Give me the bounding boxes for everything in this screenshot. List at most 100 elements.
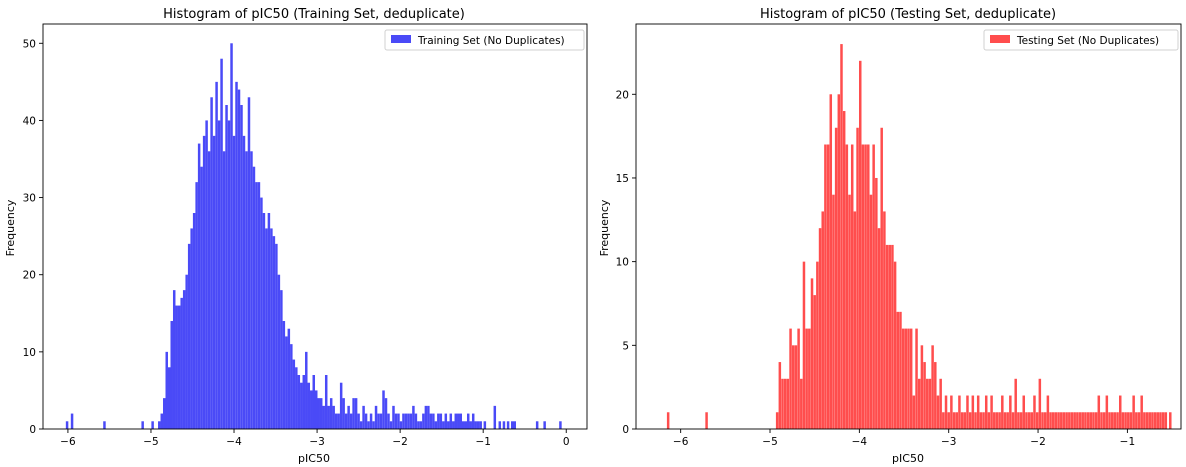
testing-bar [877,228,881,429]
testing-bar [1116,412,1119,429]
training-bar [250,151,253,430]
testing-bar [1159,412,1162,429]
testing-bar [826,144,830,429]
training-bar [329,398,333,429]
training-bar [285,336,288,429]
training-bar [282,321,286,429]
testing-bar [1145,412,1149,429]
testing-bar [920,345,924,429]
testing-bar [1065,412,1068,429]
training-bar [394,413,398,429]
training-bar [422,413,425,429]
testing-bar [979,412,983,429]
training-bar [444,413,448,429]
training-bar [387,413,390,429]
training-bar [207,151,211,430]
training-histogram-panel: Histogram of pIC50 (Training Set, dedupl… [4,7,588,465]
training-bar [297,375,301,429]
testing-bar [1156,412,1160,429]
testing-bar [952,412,956,429]
training-bar [332,405,335,429]
training-bar [220,58,223,430]
training-y-tick-label: 10 [23,347,36,359]
testing-bar [837,94,841,429]
testing-bar [1070,412,1074,429]
training-bar [272,236,276,429]
testing-bar [1068,412,1071,429]
training-bar [419,421,423,429]
training-bar [322,405,325,429]
training-y-ticks: 0 10 20 30 40 50 [23,38,43,436]
testing-bar [966,395,969,429]
testing-bar [1009,395,1012,429]
testing-bar [885,244,889,429]
training-legend-swatch [391,35,411,43]
training-bar [141,421,144,429]
training-bar [466,413,470,429]
training-bar [464,421,467,429]
training-bar [242,135,246,430]
testing-bar [1092,412,1095,429]
testing-bar [1121,412,1125,429]
testing-x-tick-label: −3 [941,436,956,448]
testing-bar [1132,395,1135,429]
testing-bar [923,362,926,429]
training-bar [185,274,188,429]
testing-bar [1137,412,1141,429]
training-bar [227,120,231,430]
training-bar [212,135,216,430]
testing-bar [915,328,918,429]
training-bar [302,375,306,429]
training-bar [247,97,251,429]
training-bar [175,305,178,429]
training-bar [357,413,360,429]
testing-bar [917,378,921,429]
training-bar [389,421,393,429]
testing-bar [971,395,975,429]
training-bar [255,182,258,429]
testing-bar [1019,412,1023,429]
training-bar [317,398,320,429]
training-bar [334,413,338,429]
training-x-axis-label: pIC50 [298,452,330,465]
testing-bar [912,395,916,429]
testing-bar [896,311,900,429]
training-bar [187,243,191,429]
testing-bar [993,412,996,429]
training-bar [168,367,171,429]
testing-x-tick-label: −2 [1030,436,1045,448]
training-bar [476,421,480,429]
training-bar [424,405,428,429]
testing-y-axis-label: Frequency [598,199,611,256]
testing-legend-box [983,29,1179,51]
training-bar [324,375,328,429]
training-bar [372,421,375,429]
testing-bar [934,362,937,429]
testing-x-tick-label: −5 [762,436,777,448]
testing-y-tick-label: 15 [616,173,629,185]
training-bar [379,413,383,429]
training-bar [434,421,438,429]
testing-bar [792,345,795,429]
testing-x-ticks: −6 −5 −4 −3 −2 −1 [673,429,1135,448]
testing-bar [1102,412,1106,429]
training-bar [190,228,193,429]
testing-bar [1148,412,1151,429]
training-bar [280,290,283,429]
training-bar [305,351,308,429]
training-bar [559,421,562,429]
testing-bar [778,362,782,429]
testing-bar [944,395,948,429]
training-x-tick-label: −1 [475,436,490,448]
training-bar [65,421,69,429]
testing-bar [802,261,806,429]
testing-y-ticks: 0 5 10 15 20 [616,89,636,436]
training-bar [506,421,510,429]
training-bar [307,382,311,429]
testing-bar [872,144,875,429]
training-bar [543,421,546,429]
testing-bar [883,211,886,429]
testing-bar [813,295,816,429]
testing-bar [1076,412,1079,429]
